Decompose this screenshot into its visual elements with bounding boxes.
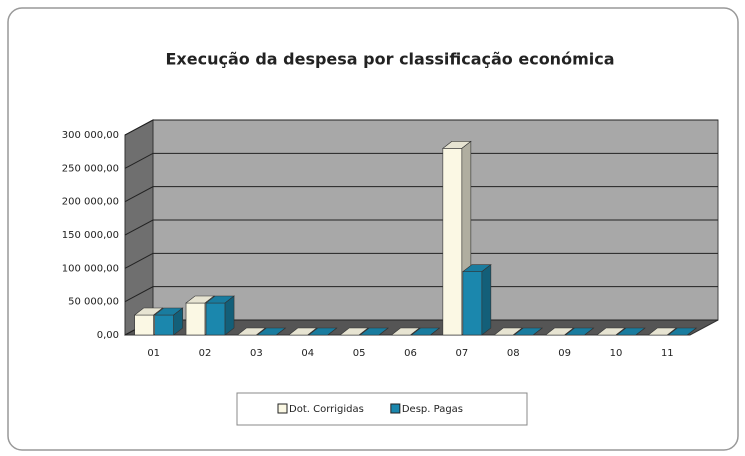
bar	[339, 327, 370, 336]
bar-side	[224, 295, 235, 336]
bar	[153, 307, 184, 336]
grid-line	[124, 186, 718, 203]
bar-front	[185, 302, 206, 336]
bar-front	[134, 314, 154, 336]
bar	[390, 327, 421, 336]
y-tick-label: 0,00	[97, 330, 119, 341]
bar-side	[687, 327, 697, 336]
y-tick-label: 150 000,00	[62, 230, 119, 241]
bar-side	[481, 264, 492, 336]
bar	[236, 327, 267, 336]
legend-swatch	[277, 403, 288, 414]
x-tick-label: 05	[353, 348, 366, 359]
bar	[256, 327, 287, 336]
x-tick-label: 01	[147, 348, 160, 359]
bar-side	[256, 327, 266, 336]
x-tick-label: 09	[558, 348, 571, 359]
chart-title: Execução da despesa por classificação ec…	[166, 50, 615, 69]
bar	[564, 327, 595, 336]
bar-front	[154, 314, 174, 336]
bar-side	[584, 327, 594, 336]
y-tick-label: 200 000,00	[62, 197, 119, 208]
legend-label: Desp. Pagas	[402, 404, 463, 415]
bar-side	[430, 327, 440, 336]
bar-side	[533, 327, 543, 336]
bar-front	[462, 271, 483, 336]
bar	[647, 327, 678, 336]
bar	[596, 327, 626, 336]
bar-side	[173, 307, 183, 336]
bar-front	[442, 148, 463, 336]
bar-side	[307, 327, 317, 336]
bar	[410, 327, 441, 336]
y-tick-label: 100 000,00	[62, 263, 119, 274]
grid-line	[124, 286, 718, 303]
bar-side	[410, 327, 420, 336]
grid-line	[124, 252, 718, 269]
bar-side	[564, 327, 574, 336]
bar-side	[635, 327, 646, 336]
x-tick-label: 10	[610, 348, 623, 359]
x-tick-label: 06	[404, 348, 417, 359]
bar	[205, 295, 235, 336]
bar-side	[667, 327, 677, 336]
y-tick-label: 250 000,00	[62, 163, 119, 174]
bar	[493, 327, 524, 336]
bar-side	[615, 327, 626, 336]
bar	[667, 327, 698, 336]
legend-swatch	[390, 403, 401, 414]
grid-line	[124, 119, 718, 136]
bar	[461, 264, 492, 336]
x-tick-label: 03	[250, 348, 263, 359]
bar-front	[205, 302, 226, 336]
legend-label: Dot. Corrigidas	[289, 404, 364, 415]
x-tick-label: 08	[507, 348, 520, 359]
bar	[616, 327, 646, 336]
bar-side	[378, 327, 389, 336]
grid-line	[124, 152, 718, 169]
x-tick-label: 04	[301, 348, 314, 359]
bar	[287, 327, 318, 336]
x-tick-label: 02	[199, 348, 212, 359]
bar	[359, 327, 390, 336]
bar-side	[513, 327, 523, 336]
bar-side	[358, 327, 369, 336]
grid-line	[124, 219, 718, 236]
bar-side	[276, 327, 286, 336]
x-tick-label: 07	[455, 348, 468, 359]
bar	[544, 327, 575, 336]
y-tick-label: 50 000,00	[68, 297, 119, 308]
y-tick-label: 300 000,00	[62, 130, 119, 141]
x-tick-label: 11	[661, 348, 674, 359]
bar	[513, 327, 544, 336]
bar	[307, 327, 338, 336]
bar-side	[327, 327, 337, 336]
